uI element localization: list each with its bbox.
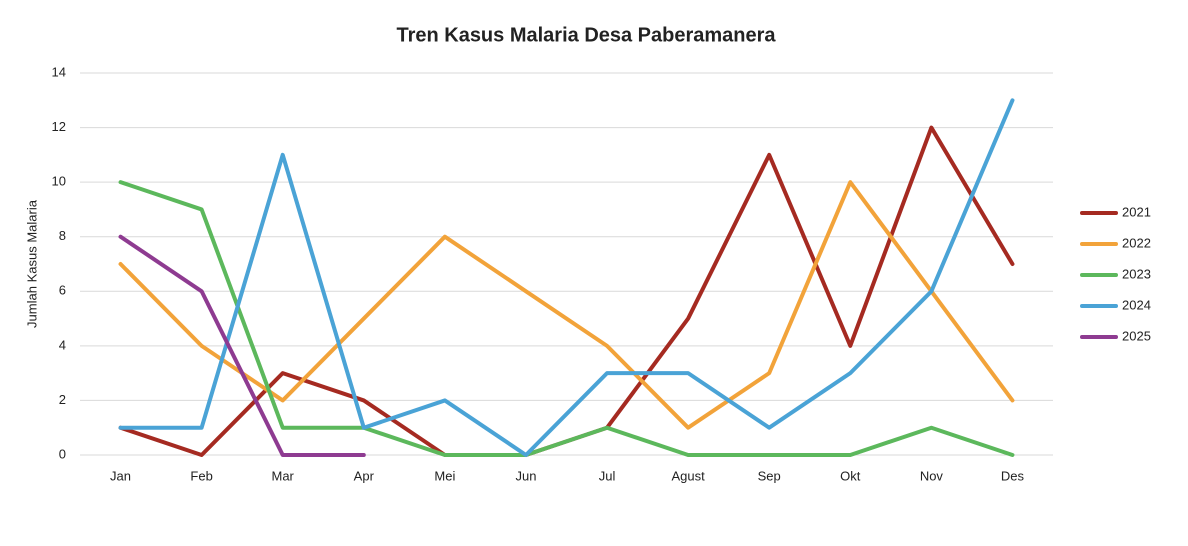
y-tick-label: 8	[59, 228, 66, 243]
x-tick-label: Mei	[434, 468, 455, 483]
series-line	[118, 180, 1015, 457]
x-tick-label: Nov	[920, 468, 944, 483]
legend-label: 2021	[1122, 204, 1151, 219]
x-tick-label: Jun	[515, 468, 536, 483]
x-tick-label: Agust	[672, 468, 706, 483]
legend-label: 2022	[1122, 235, 1151, 250]
x-tick-label: Apr	[354, 468, 375, 483]
y-tick-label: 2	[59, 392, 66, 407]
y-axis-label: Jumlah Kasus Malaria	[24, 199, 39, 328]
y-tick-label: 10	[52, 174, 66, 189]
x-tick-label: Feb	[190, 468, 212, 483]
legend-label: 2025	[1122, 328, 1151, 343]
series-line	[118, 234, 366, 457]
legend-label: 2023	[1122, 266, 1151, 281]
x-tick-label: Mar	[272, 468, 295, 483]
x-tick-label: Des	[1001, 468, 1025, 483]
y-tick-label: 14	[52, 64, 66, 79]
chart-title: Tren Kasus Malaria Desa Paberamanera	[396, 24, 776, 46]
y-tick-label: 6	[59, 283, 66, 298]
x-tick-label: Jul	[599, 468, 616, 483]
y-tick-label: 12	[52, 119, 66, 134]
x-tick-label: Okt	[840, 468, 861, 483]
x-tick-label: Sep	[758, 468, 781, 483]
y-tick-label: 0	[59, 446, 66, 461]
x-tick-label: Jan	[110, 468, 131, 483]
series-line	[118, 98, 1015, 457]
y-tick-label: 4	[59, 337, 66, 352]
series-line	[118, 180, 1015, 430]
legend-label: 2024	[1122, 297, 1151, 312]
